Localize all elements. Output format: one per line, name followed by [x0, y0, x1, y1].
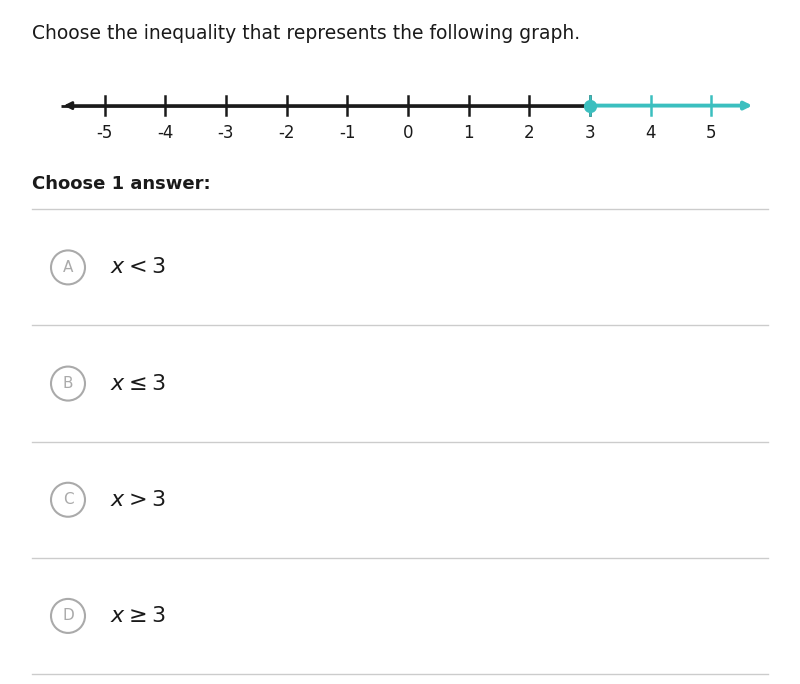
- Text: $x \geq 3$: $x \geq 3$: [110, 606, 166, 626]
- Text: -1: -1: [339, 124, 355, 142]
- Text: 5: 5: [706, 124, 717, 142]
- Text: 1: 1: [463, 124, 474, 142]
- Text: D: D: [62, 608, 74, 623]
- Text: -2: -2: [278, 124, 295, 142]
- Text: $x > 3$: $x > 3$: [110, 490, 166, 510]
- Text: Choose the inequality that represents the following graph.: Choose the inequality that represents th…: [32, 24, 580, 43]
- Text: -3: -3: [218, 124, 234, 142]
- Text: -4: -4: [157, 124, 174, 142]
- Text: C: C: [62, 492, 74, 508]
- Text: 4: 4: [646, 124, 656, 142]
- Text: 0: 0: [402, 124, 414, 142]
- Text: Choose 1 answer:: Choose 1 answer:: [32, 175, 210, 194]
- Text: 3: 3: [585, 124, 595, 142]
- Text: -5: -5: [96, 124, 113, 142]
- Text: B: B: [62, 376, 74, 391]
- Text: A: A: [63, 260, 73, 275]
- Text: 2: 2: [524, 124, 534, 142]
- Text: $x \leq 3$: $x \leq 3$: [110, 373, 166, 393]
- Text: $x < 3$: $x < 3$: [110, 257, 166, 278]
